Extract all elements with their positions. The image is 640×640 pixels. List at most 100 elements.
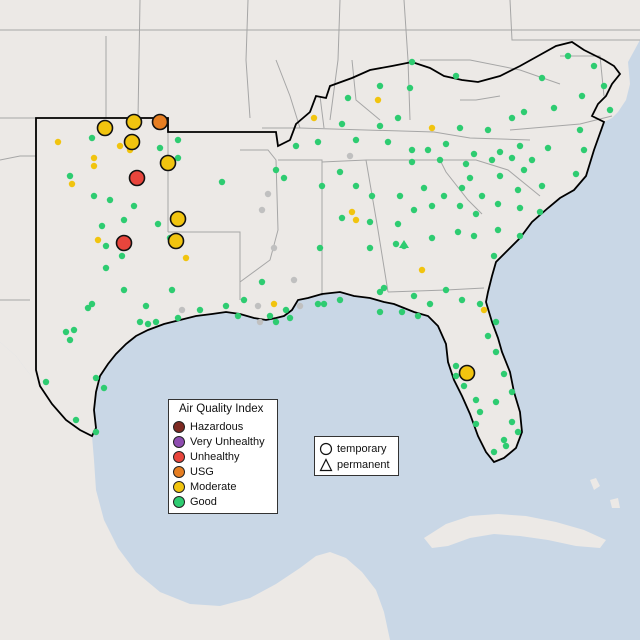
permanent-monitor-point[interactable] — [174, 154, 182, 162]
permanent-monitor-point[interactable] — [266, 312, 274, 320]
permanent-monitor-point[interactable] — [222, 302, 230, 310]
permanent-monitor-point[interactable] — [376, 82, 384, 90]
permanent-monitor-point[interactable] — [310, 114, 318, 122]
permanent-monitor-point[interactable] — [490, 448, 498, 456]
permanent-monitor-point[interactable] — [336, 168, 344, 176]
permanent-monitor-point[interactable] — [452, 372, 460, 380]
permanent-monitor-point[interactable] — [494, 226, 502, 234]
permanent-monitor-point[interactable] — [420, 184, 428, 192]
permanent-monitor-point[interactable] — [520, 108, 528, 116]
permanent-monitor-point[interactable] — [496, 148, 504, 156]
permanent-monitor-point[interactable] — [454, 228, 462, 236]
permanent-monitor-point[interactable] — [368, 192, 376, 200]
permanent-monitor-point[interactable] — [102, 242, 110, 250]
permanent-monitor-point[interactable] — [272, 318, 280, 326]
permanent-monitor-point[interactable] — [394, 220, 402, 228]
permanent-monitor-point[interactable] — [314, 138, 322, 146]
permanent-monitor-point[interactable] — [600, 82, 608, 90]
permanent-monitor-point[interactable] — [142, 302, 150, 310]
permanent-monitor-point[interactable] — [476, 300, 484, 308]
permanent-monitor-point[interactable] — [286, 314, 294, 322]
permanent-monitor-point[interactable] — [428, 202, 436, 210]
permanent-monitor-point[interactable] — [282, 306, 290, 314]
temporary-monitor-point[interactable] — [167, 232, 185, 250]
permanent-monitor-point[interactable] — [292, 142, 300, 150]
permanent-monitor-point[interactable] — [396, 192, 404, 200]
permanent-monitor-point[interactable] — [168, 286, 176, 294]
permanent-monitor-point[interactable] — [456, 202, 464, 210]
permanent-monitor-point[interactable] — [90, 192, 98, 200]
permanent-monitor-point[interactable] — [466, 174, 474, 182]
permanent-monitor-point[interactable] — [458, 184, 466, 192]
permanent-monitor-point[interactable] — [352, 216, 360, 224]
permanent-monitor-point[interactable] — [338, 120, 346, 128]
permanent-monitor-point[interactable] — [484, 332, 492, 340]
permanent-monitor-point[interactable] — [130, 202, 138, 210]
permanent-monitor-point[interactable] — [492, 398, 500, 406]
permanent-monitor-point[interactable] — [424, 146, 432, 154]
permanent-monitor-point[interactable] — [470, 150, 478, 158]
permanent-monitor-point[interactable] — [120, 286, 128, 294]
permanent-monitor-point[interactable] — [408, 146, 416, 154]
permanent-monitor-point[interactable] — [374, 96, 382, 104]
permanent-monitor-point[interactable] — [476, 408, 484, 416]
permanent-monitor-point[interactable] — [516, 204, 524, 212]
permanent-monitor-point[interactable] — [102, 264, 110, 272]
permanent-monitor-point[interactable] — [84, 304, 92, 312]
permanent-monitor-point[interactable] — [118, 252, 126, 260]
permanent-monitor-point[interactable] — [436, 156, 444, 164]
permanent-monitor-point[interactable] — [408, 158, 416, 166]
permanent-monitor-point[interactable] — [234, 312, 242, 320]
permanent-monitor-point[interactable] — [410, 292, 418, 300]
temporary-monitor-point[interactable] — [458, 364, 476, 382]
permanent-monitor-point[interactable] — [472, 396, 480, 404]
permanent-monitor-point[interactable] — [440, 192, 448, 200]
permanent-monitor-point[interactable] — [196, 306, 204, 314]
permanent-monitor-point[interactable] — [174, 314, 182, 322]
permanent-monitor-point[interactable] — [352, 182, 360, 190]
permanent-monitor-point[interactable] — [508, 388, 516, 396]
permanent-monitor-point[interactable] — [296, 302, 304, 310]
permanent-monitor-point[interactable] — [178, 306, 186, 314]
permanent-monitor-point[interactable] — [380, 284, 388, 292]
permanent-monitor-point[interactable] — [508, 418, 516, 426]
permanent-monitor-point[interactable] — [92, 428, 100, 436]
permanent-monitor-point[interactable] — [572, 170, 580, 178]
permanent-monitor-point[interactable] — [152, 318, 160, 326]
permanent-monitor-point[interactable] — [100, 384, 108, 392]
permanent-monitor-point[interactable] — [394, 114, 402, 122]
temporary-monitor-point[interactable] — [128, 169, 146, 187]
permanent-monitor-point[interactable] — [508, 114, 516, 122]
permanent-monitor-point[interactable] — [366, 244, 374, 252]
permanent-monitor-point[interactable] — [120, 216, 128, 224]
permanent-monitor-point[interactable] — [318, 182, 326, 190]
permanent-monitor-point[interactable] — [516, 142, 524, 150]
permanent-monitor-point[interactable] — [452, 72, 460, 80]
permanent-monitor-point[interactable] — [578, 92, 586, 100]
permanent-monitor-point[interactable] — [520, 166, 528, 174]
permanent-monitor-point[interactable] — [272, 166, 280, 174]
permanent-monitor-point[interactable] — [452, 362, 460, 370]
temporary-monitor-point[interactable] — [115, 234, 133, 252]
permanent-monitor-point[interactable] — [54, 138, 62, 146]
permanent-monitor-point[interactable] — [376, 308, 384, 316]
permanent-monitor-point[interactable] — [66, 172, 74, 180]
permanent-monitor-point[interactable] — [514, 186, 522, 194]
temporary-monitor-point[interactable] — [96, 119, 114, 137]
permanent-monitor-point[interactable] — [348, 208, 356, 216]
permanent-monitor-point[interactable] — [92, 374, 100, 382]
permanent-monitor-point[interactable] — [406, 84, 414, 92]
permanent-monitor-point[interactable] — [492, 318, 500, 326]
permanent-monitor-point[interactable] — [470, 232, 478, 240]
permanent-monitor-point[interactable] — [66, 336, 74, 344]
permanent-monitor-point[interactable] — [376, 122, 384, 130]
permanent-monitor-point[interactable] — [366, 218, 374, 226]
permanent-monitor-point[interactable] — [336, 296, 344, 304]
permanent-monitor-point[interactable] — [384, 138, 392, 146]
permanent-monitor-point[interactable] — [182, 254, 190, 262]
permanent-monitor-point[interactable] — [576, 126, 584, 134]
temporary-monitor-point[interactable] — [125, 113, 143, 131]
permanent-monitor-point[interactable] — [290, 276, 298, 284]
